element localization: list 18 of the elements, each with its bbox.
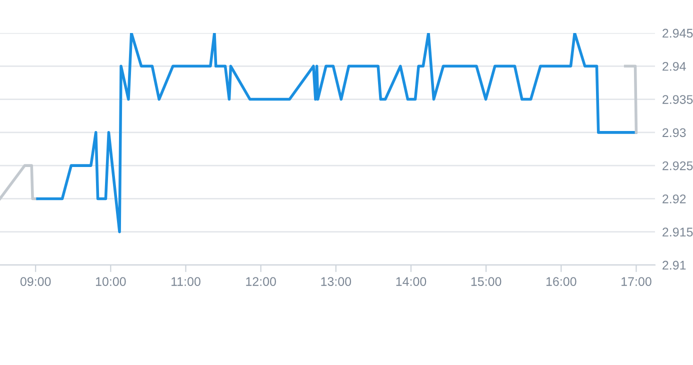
y-tick-label: 2.92 <box>662 194 686 204</box>
x-tick-label: 13:00 <box>321 277 352 286</box>
y-tick-label: 2.925 <box>662 161 693 170</box>
x-tick-label: 15:00 <box>471 277 502 286</box>
line-series <box>36 33 637 234</box>
y-tick-label: 2.93 <box>662 128 686 138</box>
x-tick-label: 12:00 <box>246 277 276 286</box>
y-tick-label: 2.945 <box>662 28 693 38</box>
x-tick-label: 09:00 <box>20 277 51 286</box>
x-tick-label: 14:00 <box>396 277 426 286</box>
y-tick-label: 2.935 <box>662 95 693 104</box>
x-tick-label: 11:00 <box>172 277 200 286</box>
y-tick-label: 2.91 <box>662 260 686 270</box>
x-tick-label: 10:00 <box>96 277 126 286</box>
x-tick-label: 16:00 <box>546 277 576 286</box>
x-tick-label: 17:00 <box>622 277 652 286</box>
y-tick-label: 2.94 <box>662 62 686 71</box>
y-tick-label: 2.915 <box>662 228 693 237</box>
